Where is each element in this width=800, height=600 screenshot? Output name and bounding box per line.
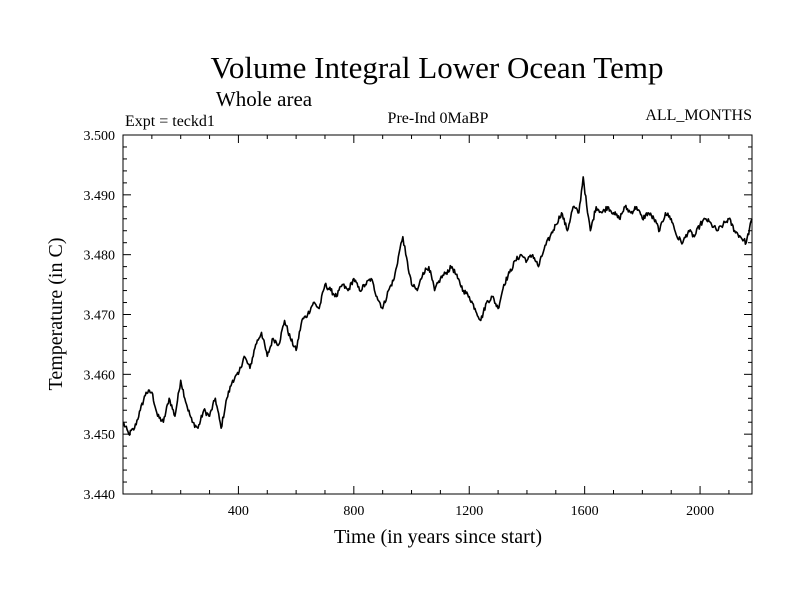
y-tick-label: 3.490 — [84, 189, 116, 204]
x-tick-label: 400 — [228, 504, 249, 519]
chart-title: Volume Integral Lower Ocean Temp — [211, 50, 664, 85]
x-axis-ticks — [151, 135, 730, 494]
chart-subtitle: Whole area — [216, 87, 313, 111]
y-tick-label: 3.440 — [84, 488, 116, 503]
y-tick-label: 3.460 — [84, 368, 116, 383]
x-axis-label: Time (in years since start) — [334, 526, 542, 548]
y-axis-ticks — [123, 134, 752, 495]
y-axis-label: Temperature (in C) — [45, 238, 67, 391]
plot-frame — [122, 134, 753, 495]
y-tick-label: 3.480 — [84, 249, 116, 264]
x-tick-label: 2000 — [686, 504, 714, 519]
period-label: Pre-Ind 0MaBP — [388, 110, 489, 127]
y-tick-label: 3.470 — [84, 309, 116, 324]
x-tick-label: 1600 — [571, 504, 599, 519]
y-tick-label: 3.450 — [84, 428, 116, 443]
x-axis-tick-labels: 400 800 1200 1600 2000 — [228, 504, 714, 519]
x-tick-label: 800 — [343, 504, 364, 519]
temperature-series-line — [122, 176, 753, 436]
y-axis-tick-labels: 3.440 3.450 3.460 3.470 3.480 3.490 3.500 — [84, 129, 116, 503]
months-label: ALL_MONTHS — [645, 107, 752, 124]
x-tick-label: 1200 — [455, 504, 483, 519]
y-tick-label: 3.500 — [84, 129, 116, 144]
experiment-label: Expt = teckd1 — [125, 113, 215, 130]
